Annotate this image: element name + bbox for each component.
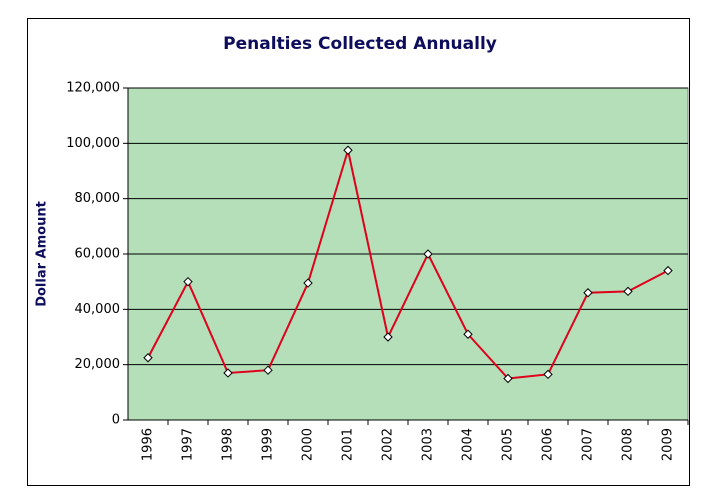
x-tick-label: 2004 bbox=[461, 428, 476, 461]
x-tick-label: 2008 bbox=[621, 428, 636, 461]
y-tick-label: 120,000 bbox=[66, 81, 120, 96]
x-tick-label: 2000 bbox=[301, 428, 316, 461]
data-point bbox=[143, 353, 153, 363]
data-point bbox=[263, 365, 273, 375]
x-tick-label: 2007 bbox=[581, 428, 596, 461]
x-tick-label: 2009 bbox=[661, 428, 676, 461]
series-line bbox=[147, 149, 669, 380]
x-tick-label: 1998 bbox=[221, 428, 236, 461]
y-axis-label: Dollar Amount bbox=[35, 201, 50, 307]
x-tick-label: 2006 bbox=[541, 428, 556, 461]
y-tick-label: 40,000 bbox=[75, 302, 121, 317]
y-tick-label: 60,000 bbox=[75, 247, 121, 262]
y-tick-label: 100,000 bbox=[66, 136, 120, 151]
data-point bbox=[543, 369, 553, 380]
y-tick-label: 80,000 bbox=[75, 191, 121, 206]
x-tick-label: 1999 bbox=[261, 428, 276, 461]
x-tick-label: 2005 bbox=[501, 428, 516, 461]
y-tick-label: 0 bbox=[112, 413, 120, 428]
data-point bbox=[303, 278, 313, 288]
x-tick-label: 1997 bbox=[181, 428, 196, 461]
x-tick-label: 2002 bbox=[381, 428, 396, 461]
y-tick-label: 20,000 bbox=[75, 357, 121, 372]
data-point bbox=[383, 332, 393, 342]
data-point bbox=[223, 368, 233, 378]
data-point bbox=[663, 265, 673, 276]
data-point bbox=[183, 276, 193, 287]
x-tick-label: 1996 bbox=[141, 428, 156, 461]
data-point bbox=[503, 373, 513, 384]
data-point bbox=[423, 249, 433, 259]
data-point bbox=[623, 286, 633, 297]
x-tick-label: 2001 bbox=[341, 428, 356, 461]
data-point bbox=[343, 145, 353, 155]
data-point bbox=[463, 329, 473, 339]
data-point bbox=[583, 288, 593, 298]
chart-title: Penalties Collected Annually bbox=[223, 34, 497, 54]
x-tick-label: 2003 bbox=[421, 428, 436, 461]
